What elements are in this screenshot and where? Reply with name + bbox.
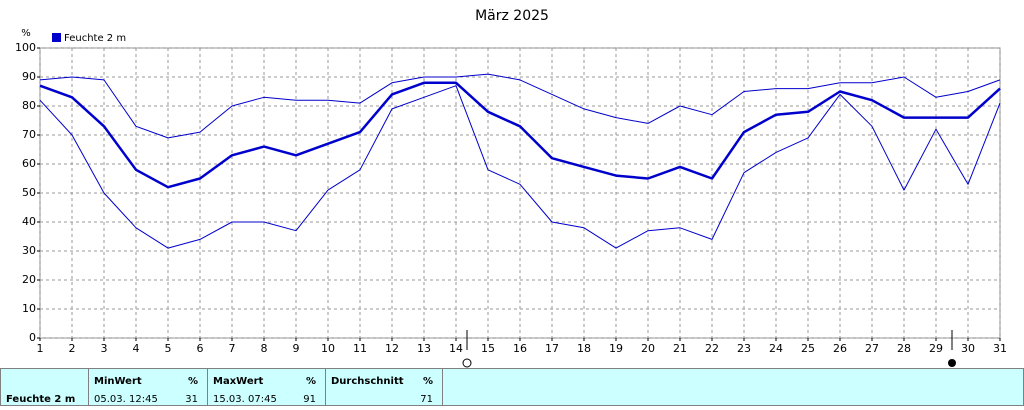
y-tick-label: 40 bbox=[22, 215, 36, 228]
moon-icon bbox=[462, 358, 472, 368]
x-tick-label: 30 bbox=[961, 342, 975, 355]
x-tick-label: 26 bbox=[833, 342, 847, 355]
col-value: 71 bbox=[420, 394, 433, 405]
chart-title: März 2025 bbox=[475, 8, 549, 24]
x-tick-label: 22 bbox=[705, 342, 719, 355]
x-tick-label: 4 bbox=[133, 342, 140, 355]
x-tick-label: 1 bbox=[37, 342, 44, 355]
y-tick-label: 100 bbox=[15, 41, 36, 54]
col-unit: % bbox=[423, 376, 433, 387]
y-tick-label: 30 bbox=[22, 244, 36, 257]
x-tick-label: 25 bbox=[801, 342, 815, 355]
legend-swatch bbox=[52, 33, 61, 42]
x-tick-label: 17 bbox=[545, 342, 559, 355]
col-unit: % bbox=[306, 376, 316, 387]
series-line bbox=[39, 85, 1001, 249]
y-tick-label: 80 bbox=[22, 99, 36, 112]
x-tick-label: 20 bbox=[641, 342, 655, 355]
stats-table: Feuchte 2 m MinWert % 05.03. 12:45 31 Ma… bbox=[0, 368, 1024, 406]
y-axis-label: % bbox=[21, 28, 31, 39]
legend-label: Feuchte 2 m bbox=[64, 33, 126, 44]
y-tick-label: 10 bbox=[22, 302, 36, 315]
y-tick-label: 70 bbox=[22, 128, 36, 141]
x-tick-label: 29 bbox=[929, 342, 943, 355]
x-tick-label: 3 bbox=[101, 342, 108, 355]
y-tick-label: 90 bbox=[22, 70, 36, 83]
row-label: Feuchte 2 m bbox=[6, 394, 75, 405]
x-tick-label: 27 bbox=[865, 342, 879, 355]
col-time: 15.03. 07:45 bbox=[213, 394, 277, 405]
x-tick-label: 6 bbox=[197, 342, 204, 355]
y-tick-label: 20 bbox=[22, 273, 36, 286]
col-time: 05.03. 12:45 bbox=[94, 394, 158, 405]
x-tick-label: 8 bbox=[261, 342, 268, 355]
x-tick-label: 5 bbox=[165, 342, 172, 355]
x-tick-label: 28 bbox=[897, 342, 911, 355]
x-tick-label: 2 bbox=[69, 342, 76, 355]
x-tick-label: 9 bbox=[293, 342, 300, 355]
x-tick-label: 13 bbox=[417, 342, 431, 355]
x-tick-label: 24 bbox=[769, 342, 783, 355]
x-tick-label: 23 bbox=[737, 342, 751, 355]
x-tick-label: 12 bbox=[385, 342, 399, 355]
x-tick-label: 18 bbox=[577, 342, 591, 355]
y-tick-label: 60 bbox=[22, 157, 36, 170]
col-value: 91 bbox=[303, 394, 316, 405]
col-unit: % bbox=[188, 376, 198, 387]
x-tick-label: 15 bbox=[481, 342, 495, 355]
col-header: MinWert bbox=[94, 376, 142, 387]
col-header: MaxWert bbox=[213, 376, 264, 387]
x-tick-label: 14 bbox=[449, 342, 463, 355]
y-tick-label: 50 bbox=[22, 186, 36, 199]
table-bg bbox=[0, 368, 1024, 406]
x-tick-label: 16 bbox=[513, 342, 527, 355]
series-line bbox=[39, 81, 1001, 189]
moon-icon bbox=[948, 359, 956, 367]
x-tick-label: 7 bbox=[229, 342, 236, 355]
y-tick-label: 0 bbox=[29, 331, 36, 344]
x-tick-label: 10 bbox=[321, 342, 335, 355]
x-tick-label: 11 bbox=[353, 342, 367, 355]
x-tick-label: 19 bbox=[609, 342, 623, 355]
x-tick-label: 21 bbox=[673, 342, 687, 355]
series-line bbox=[39, 73, 1001, 139]
x-tick-label: 31 bbox=[993, 342, 1007, 355]
col-value: 31 bbox=[185, 394, 198, 405]
col-header: Durchschnitt bbox=[331, 376, 404, 387]
